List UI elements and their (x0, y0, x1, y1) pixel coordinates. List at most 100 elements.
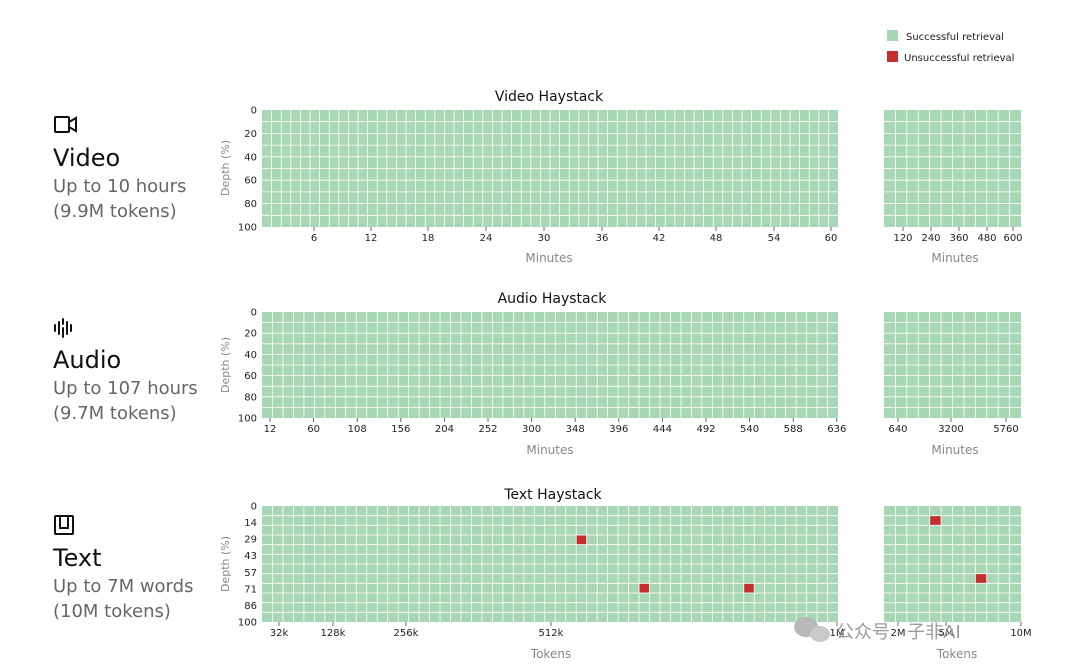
x-tick-label: 6 (311, 233, 317, 244)
chart-title-text: Text Haystack (503, 487, 602, 503)
x-axis-label-text-main: Tokens (530, 647, 571, 661)
y-axis-label-audio: Depth (%) (219, 337, 232, 393)
x-tick-label: 120 (893, 233, 912, 244)
modality-sub1-audio: Up to 107 hours (53, 378, 198, 399)
x-tick-label: 24 (480, 233, 493, 244)
heatmap-cell-failure (744, 583, 754, 593)
y-axis-label-text: Depth (%) (219, 536, 232, 592)
x-tick-label: 588 (784, 424, 803, 435)
y-tick-label: 100 (238, 223, 257, 234)
y-tick-label: 0 (251, 502, 257, 513)
book-icon (54, 515, 74, 535)
heatmap-panel-0-1: 120 240 360 480 600 (884, 110, 1023, 244)
y-tick-label: 20 (244, 129, 257, 140)
legend: Successful retrieval Unsuccessful retrie… (887, 30, 1014, 64)
y-tick-label: 20 (244, 329, 257, 340)
heatmap-cell-failure (975, 574, 987, 583)
y-tick-label: 43 (244, 551, 257, 562)
y-tick-label: 14 (244, 518, 257, 529)
x-tick-label: 5760 (993, 424, 1018, 435)
y-axis-label-video: Depth (%) (219, 140, 232, 196)
x-tick-label: 444 (653, 424, 672, 435)
video-camera-icon (54, 116, 77, 133)
x-tick-label: 32k (270, 628, 289, 639)
x-tick-label: 348 (566, 424, 585, 435)
x-tick-label: 60 (307, 424, 320, 435)
x-tick-label: 12 (264, 424, 277, 435)
x-tick-label: 300 (522, 424, 541, 435)
x-tick-label: 36 (596, 233, 609, 244)
x-tick-label: 636 (827, 424, 846, 435)
x-tick-label: 156 (391, 424, 410, 435)
x-tick-label: 60 (825, 233, 838, 244)
y-tick-label: 86 (244, 601, 257, 612)
x-tick-label: 3200 (938, 424, 963, 435)
y-tick-label: 0 (251, 308, 257, 319)
heatmap-cell-failure (639, 583, 649, 593)
x-tick-label: 492 (696, 424, 715, 435)
x-tick-label: 30 (538, 233, 551, 244)
modality-sub2-video: (9.9M tokens) (53, 201, 177, 222)
heatmap-panel-1-0: 12 60 108 156 204 252 300 348 396 444 492 540 588 636 (262, 312, 846, 435)
x-tick-label: 396 (609, 424, 628, 435)
x-tick-label: 12 (365, 233, 378, 244)
y-tick-label: 100 (238, 414, 257, 425)
x-tick-label: 540 (740, 424, 759, 435)
y-tick-label: 29 (244, 535, 257, 546)
modality-sub1-text: Up to 7M words (53, 576, 193, 597)
y-tick-label: 71 (244, 584, 257, 595)
x-axis-label-video-ext: Minutes (931, 251, 978, 265)
audio-waveform-icon (54, 318, 72, 338)
y-tick-label: 100 (238, 618, 257, 629)
legend-label-success: Successful retrieval (906, 32, 1004, 43)
y-tick-label: 80 (244, 199, 257, 210)
heatmap-panel-1-1: 640 3200 5760 (884, 312, 1021, 435)
legend-swatch-failure (887, 51, 898, 62)
y-tick-label: 40 (244, 350, 257, 361)
x-axis-label-audio-ext: Minutes (931, 443, 978, 457)
x-tick-label: 600 (1003, 233, 1022, 244)
x-tick-label: 48 (710, 233, 723, 244)
x-tick-label: 252 (478, 424, 497, 435)
x-tick-label: 1M (830, 628, 845, 639)
heatmap-panel-0-0: 6 12 18 24 30 36 42 48 54 60 (262, 110, 838, 244)
heatmap-panel-2-1: 2M 5M 10M (884, 506, 1032, 639)
x-tick-label: 128k (321, 628, 346, 639)
chart-title-video: Video Haystack (495, 89, 604, 105)
x-tick-label: 640 (888, 424, 907, 435)
heatmap-panel-2-0: 32k 128k 256k 512k 1M (262, 506, 845, 639)
wechat-icon (794, 617, 830, 642)
x-tick-label: 5M (939, 628, 954, 639)
legend-label-failure: Unsuccessful retrieval (904, 53, 1014, 64)
x-tick-label: 42 (653, 233, 666, 244)
modality-sub1-video: Up to 10 hours (53, 176, 186, 197)
watermark-text: 公众号 · 子非AI (836, 622, 961, 643)
y-tick-label: 60 (244, 176, 257, 187)
modality-video: Video Up to 10 hours (9.9M tokens) (53, 116, 186, 222)
x-tick-label: 204 (435, 424, 454, 435)
modality-sub2-audio: (9.7M tokens) (53, 403, 177, 424)
x-axis-label-video-main: Minutes (525, 251, 572, 265)
x-tick-label: 10M (1010, 628, 1031, 639)
x-axis-label-audio-main: Minutes (526, 443, 573, 457)
modality-name-audio: Audio (53, 346, 121, 374)
x-tick-label: 2M (891, 628, 906, 639)
watermark: 公众号 · 子非AI (794, 617, 961, 643)
y-tick-label: 0 (251, 106, 257, 117)
modality-sub2-text: (10M tokens) (53, 601, 171, 622)
x-tick-label: 108 (348, 424, 367, 435)
x-axis-label-text-ext: Tokens (936, 647, 977, 661)
y-tick-label: 57 (244, 568, 257, 579)
modality-text: Text Up to 7M words (10M tokens) (52, 515, 193, 622)
heatmap-cell-failure (576, 535, 587, 545)
y-tick-label: 80 (244, 392, 257, 403)
y-tick-label: 40 (244, 152, 257, 163)
x-tick-label: 256k (394, 628, 419, 639)
x-tick-label: 240 (921, 233, 940, 244)
x-tick-label: 54 (768, 233, 781, 244)
legend-swatch-success (887, 30, 898, 41)
y-tick-label: 60 (244, 371, 257, 382)
x-tick-label: 480 (977, 233, 996, 244)
